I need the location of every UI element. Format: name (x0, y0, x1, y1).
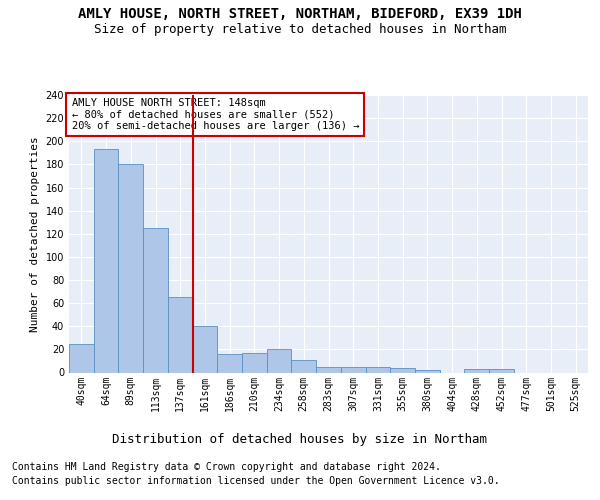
Bar (365, 366, 390, 372)
Text: AMLY HOUSE NORTH STREET: 148sqm
← 80% of detached houses are smaller (552)
20% o: AMLY HOUSE NORTH STREET: 148sqm ← 80% of… (71, 98, 359, 131)
Bar (69, 344, 94, 372)
Text: AMLY HOUSE, NORTH STREET, NORTHAM, BIDEFORD, EX39 1DH: AMLY HOUSE, NORTH STREET, NORTHAM, BIDEF… (78, 8, 522, 22)
Bar (217, 354, 242, 372)
Bar (489, 369, 514, 372)
Bar (316, 366, 341, 372)
Bar (118, 164, 143, 372)
Bar (94, 150, 118, 372)
Y-axis label: Number of detached properties: Number of detached properties (30, 136, 40, 332)
Bar (390, 368, 415, 372)
Bar (292, 360, 316, 372)
Bar (464, 369, 489, 372)
Bar (242, 353, 267, 372)
Text: Size of property relative to detached houses in Northam: Size of property relative to detached ho… (94, 22, 506, 36)
Text: Contains public sector information licensed under the Open Government Licence v3: Contains public sector information licen… (12, 476, 500, 486)
Bar (415, 370, 440, 372)
Bar (193, 326, 217, 372)
Bar (143, 228, 168, 372)
Bar (168, 298, 193, 372)
Text: Contains HM Land Registry data © Crown copyright and database right 2024.: Contains HM Land Registry data © Crown c… (12, 462, 441, 472)
Text: Distribution of detached houses by size in Northam: Distribution of detached houses by size … (113, 432, 487, 446)
Bar (341, 366, 365, 372)
Bar (267, 350, 292, 372)
